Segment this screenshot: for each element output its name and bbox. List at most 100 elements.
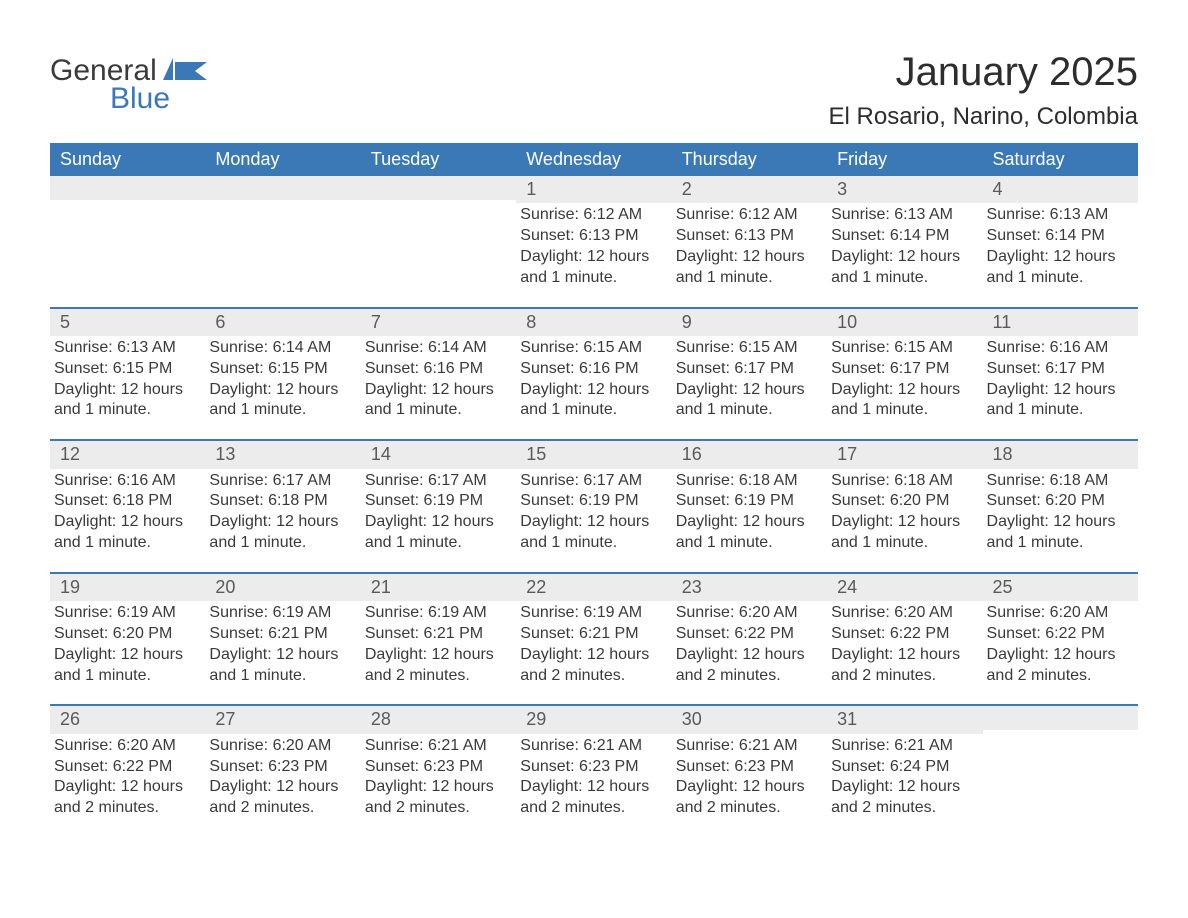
day-cell: 19Sunrise: 6:19 AMSunset: 6:20 PMDayligh… (50, 574, 205, 705)
day-body: Sunrise: 6:13 AMSunset: 6:14 PMDaylight:… (827, 203, 982, 288)
sunset-text: Sunset: 6:22 PM (831, 624, 972, 645)
day-body: Sunrise: 6:15 AMSunset: 6:16 PMDaylight:… (516, 336, 671, 421)
day-number (50, 176, 205, 200)
day-cell: 31Sunrise: 6:21 AMSunset: 6:24 PMDayligh… (827, 706, 982, 837)
sunset-text: Sunset: 6:15 PM (54, 359, 195, 380)
daylight-text: Daylight: 12 hours and 1 minute. (365, 380, 506, 422)
day-cell (205, 176, 360, 307)
day-cell (361, 176, 516, 307)
logo: General Blue (50, 50, 209, 116)
daylight-text: Daylight: 12 hours and 2 minutes. (676, 645, 817, 687)
day-cell: 20Sunrise: 6:19 AMSunset: 6:21 PMDayligh… (205, 574, 360, 705)
sunset-text: Sunset: 6:22 PM (54, 757, 195, 778)
weeks-container: 1Sunrise: 6:12 AMSunset: 6:13 PMDaylight… (50, 176, 1138, 837)
day-cell (983, 706, 1138, 837)
day-body: Sunrise: 6:13 AMSunset: 6:15 PMDaylight:… (50, 336, 205, 421)
day-cell: 13Sunrise: 6:17 AMSunset: 6:18 PMDayligh… (205, 441, 360, 572)
sunrise-text: Sunrise: 6:12 AM (520, 205, 661, 226)
sunset-text: Sunset: 6:23 PM (520, 757, 661, 778)
day-number: 25 (983, 574, 1138, 601)
sunrise-text: Sunrise: 6:19 AM (54, 603, 195, 624)
day-number: 4 (983, 176, 1138, 203)
day-body: Sunrise: 6:18 AMSunset: 6:19 PMDaylight:… (672, 469, 827, 554)
sunset-text: Sunset: 6:18 PM (209, 491, 350, 512)
daylight-text: Daylight: 12 hours and 1 minute. (987, 512, 1128, 554)
day-cell: 8Sunrise: 6:15 AMSunset: 6:16 PMDaylight… (516, 309, 671, 440)
sunrise-text: Sunrise: 6:12 AM (676, 205, 817, 226)
sunrise-text: Sunrise: 6:20 AM (209, 736, 350, 757)
day-number: 23 (672, 574, 827, 601)
sunrise-text: Sunrise: 6:17 AM (520, 471, 661, 492)
day-number: 14 (361, 441, 516, 468)
sunset-text: Sunset: 6:20 PM (831, 491, 972, 512)
sunset-text: Sunset: 6:16 PM (520, 359, 661, 380)
day-cell: 11Sunrise: 6:16 AMSunset: 6:17 PMDayligh… (983, 309, 1138, 440)
weekday-header-row: SundayMondayTuesdayWednesdayThursdayFrid… (50, 143, 1138, 176)
week-row: 12Sunrise: 6:16 AMSunset: 6:18 PMDayligh… (50, 439, 1138, 572)
day-cell: 23Sunrise: 6:20 AMSunset: 6:22 PMDayligh… (672, 574, 827, 705)
weekday-cell: Sunday (50, 143, 205, 176)
day-number: 16 (672, 441, 827, 468)
day-number: 17 (827, 441, 982, 468)
location-subtitle: El Rosario, Narino, Colombia (829, 103, 1138, 131)
day-number (205, 176, 360, 200)
day-number: 30 (672, 706, 827, 733)
week-row: 26Sunrise: 6:20 AMSunset: 6:22 PMDayligh… (50, 704, 1138, 837)
daylight-text: Daylight: 12 hours and 2 minutes. (365, 645, 506, 687)
day-number: 9 (672, 309, 827, 336)
day-body: Sunrise: 6:20 AMSunset: 6:22 PMDaylight:… (672, 601, 827, 686)
day-number: 31 (827, 706, 982, 733)
sunset-text: Sunset: 6:20 PM (987, 491, 1128, 512)
sunset-text: Sunset: 6:17 PM (987, 359, 1128, 380)
day-number: 18 (983, 441, 1138, 468)
sunrise-text: Sunrise: 6:20 AM (831, 603, 972, 624)
daylight-text: Daylight: 12 hours and 1 minute. (831, 380, 972, 422)
day-cell: 29Sunrise: 6:21 AMSunset: 6:23 PMDayligh… (516, 706, 671, 837)
sunset-text: Sunset: 6:17 PM (831, 359, 972, 380)
day-cell: 14Sunrise: 6:17 AMSunset: 6:19 PMDayligh… (361, 441, 516, 572)
daylight-text: Daylight: 12 hours and 1 minute. (987, 247, 1128, 289)
daylight-text: Daylight: 12 hours and 1 minute. (520, 247, 661, 289)
month-title: January 2025 (829, 50, 1138, 95)
daylight-text: Daylight: 12 hours and 1 minute. (676, 247, 817, 289)
day-cell: 15Sunrise: 6:17 AMSunset: 6:19 PMDayligh… (516, 441, 671, 572)
day-body: Sunrise: 6:19 AMSunset: 6:21 PMDaylight:… (516, 601, 671, 686)
day-number: 3 (827, 176, 982, 203)
sunrise-text: Sunrise: 6:21 AM (676, 736, 817, 757)
day-body: Sunrise: 6:18 AMSunset: 6:20 PMDaylight:… (983, 469, 1138, 554)
day-number: 5 (50, 309, 205, 336)
daylight-text: Daylight: 12 hours and 1 minute. (520, 380, 661, 422)
sunset-text: Sunset: 6:19 PM (520, 491, 661, 512)
day-number: 20 (205, 574, 360, 601)
day-number: 29 (516, 706, 671, 733)
day-cell: 6Sunrise: 6:14 AMSunset: 6:15 PMDaylight… (205, 309, 360, 440)
day-cell: 24Sunrise: 6:20 AMSunset: 6:22 PMDayligh… (827, 574, 982, 705)
day-number (983, 706, 1138, 730)
sunrise-text: Sunrise: 6:16 AM (54, 471, 195, 492)
day-body: Sunrise: 6:20 AMSunset: 6:22 PMDaylight:… (827, 601, 982, 686)
sunrise-text: Sunrise: 6:13 AM (831, 205, 972, 226)
day-cell: 25Sunrise: 6:20 AMSunset: 6:22 PMDayligh… (983, 574, 1138, 705)
sunset-text: Sunset: 6:23 PM (209, 757, 350, 778)
calendar: SundayMondayTuesdayWednesdayThursdayFrid… (50, 143, 1138, 837)
day-number: 11 (983, 309, 1138, 336)
daylight-text: Daylight: 12 hours and 2 minutes. (831, 777, 972, 819)
sunrise-text: Sunrise: 6:13 AM (987, 205, 1128, 226)
daylight-text: Daylight: 12 hours and 1 minute. (54, 645, 195, 687)
header: General Blue January 2025 El Rosario, Na… (50, 50, 1138, 131)
day-body: Sunrise: 6:16 AMSunset: 6:18 PMDaylight:… (50, 469, 205, 554)
day-cell (50, 176, 205, 307)
day-cell: 28Sunrise: 6:21 AMSunset: 6:23 PMDayligh… (361, 706, 516, 837)
sunset-text: Sunset: 6:14 PM (987, 226, 1128, 247)
sunrise-text: Sunrise: 6:15 AM (831, 338, 972, 359)
logo-flag-icon (163, 58, 209, 85)
day-number: 28 (361, 706, 516, 733)
daylight-text: Daylight: 12 hours and 1 minute. (209, 645, 350, 687)
day-number: 12 (50, 441, 205, 468)
sunset-text: Sunset: 6:22 PM (987, 624, 1128, 645)
sunset-text: Sunset: 6:14 PM (831, 226, 972, 247)
day-body: Sunrise: 6:19 AMSunset: 6:20 PMDaylight:… (50, 601, 205, 686)
sunset-text: Sunset: 6:24 PM (831, 757, 972, 778)
day-body: Sunrise: 6:13 AMSunset: 6:14 PMDaylight:… (983, 203, 1138, 288)
daylight-text: Daylight: 12 hours and 1 minute. (831, 247, 972, 289)
